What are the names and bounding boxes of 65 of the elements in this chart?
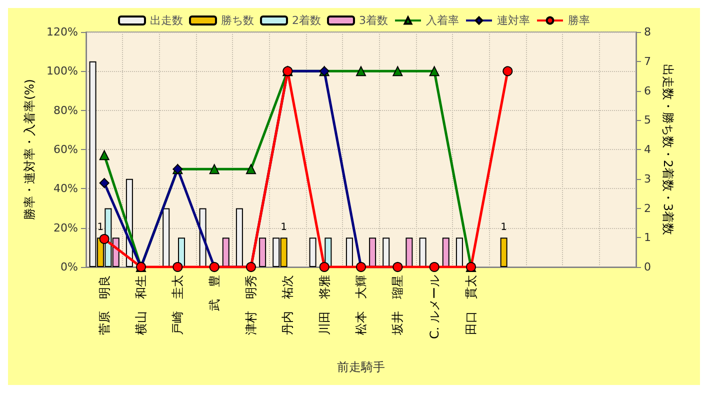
point — [356, 66, 366, 76]
point — [99, 178, 110, 188]
bar — [346, 238, 353, 267]
point — [209, 164, 220, 174]
y2-tick-label: 3 — [644, 172, 651, 186]
bar — [406, 238, 413, 267]
y-tick-label: 0% — [60, 260, 78, 274]
y-tick-label: 80% — [54, 104, 78, 117]
bar — [369, 238, 376, 267]
y-tick-label: 120% — [46, 26, 78, 38]
x-tick-label: 戸崎 圭太 — [170, 275, 185, 335]
point — [172, 262, 183, 272]
y-tick-label: 40% — [54, 182, 78, 196]
bar — [419, 238, 426, 267]
x-tick-label: 坂井 瑠星 — [390, 275, 405, 336]
point — [502, 66, 513, 76]
y2-tick-label: 6 — [644, 84, 651, 98]
data-label: 1 — [500, 222, 508, 234]
y-tick-label: 60% — [54, 143, 78, 156]
legend-label: 勝ち数 — [221, 14, 254, 27]
bar — [222, 238, 230, 267]
y2-tick-label: 1 — [644, 231, 651, 244]
legend-label: 3着数 — [359, 14, 388, 27]
bar — [456, 238, 463, 267]
x-tick-label: 横山 和生 — [134, 275, 148, 335]
y-tick-label: 20% — [54, 221, 78, 234]
point — [99, 150, 110, 160]
y-tick-label: 100% — [46, 64, 78, 78]
point — [246, 164, 256, 174]
bar — [309, 238, 316, 267]
y2-tick-label: 8 — [644, 26, 651, 38]
data-label: 1 — [97, 222, 104, 234]
legend-label: 連対率 — [497, 14, 530, 27]
bar — [162, 208, 170, 267]
x-tick-label: 菅原 明良 — [97, 275, 112, 335]
x-tick-label: 松本 大輝 — [354, 275, 368, 335]
point — [429, 66, 440, 76]
x-tick-label: C. ルメール — [427, 275, 442, 340]
point — [429, 262, 440, 272]
y2-tick-label: 4 — [644, 143, 651, 156]
bar — [500, 238, 508, 267]
y2-tick-label: 0 — [644, 260, 651, 274]
point — [392, 66, 403, 76]
x-axis-title: 前走騎手 — [337, 360, 385, 374]
point — [99, 234, 110, 244]
legend-label: 勝率 — [568, 14, 590, 27]
x-tick-label: 武 豊 — [207, 275, 222, 311]
legend-label: 出走数 — [150, 14, 183, 27]
bar — [236, 208, 243, 267]
y2-axis-title: 出走数・勝ち数・2着数・3着数 — [661, 64, 675, 236]
y-axis-title: 勝率・連対率・入着率(%) — [22, 79, 37, 220]
bar — [382, 238, 390, 267]
bar — [259, 238, 266, 267]
y2-tick-label: 2 — [644, 202, 651, 215]
x-tick-label: 田口 貫太 — [464, 275, 478, 335]
x-tick-label: 丹内 祐次 — [280, 275, 295, 335]
legend-label: 入着率 — [426, 14, 459, 27]
y2-tick-label: 5 — [644, 114, 651, 127]
bar — [442, 238, 450, 267]
y2-tick-label: 7 — [644, 54, 651, 68]
data-label: 1 — [280, 222, 288, 234]
x-tick-label: 津村 明秀 — [244, 275, 258, 335]
point — [319, 262, 330, 272]
legend-label: 2着数 — [292, 14, 321, 27]
x-tick-label: 川田 将雅 — [317, 275, 332, 335]
